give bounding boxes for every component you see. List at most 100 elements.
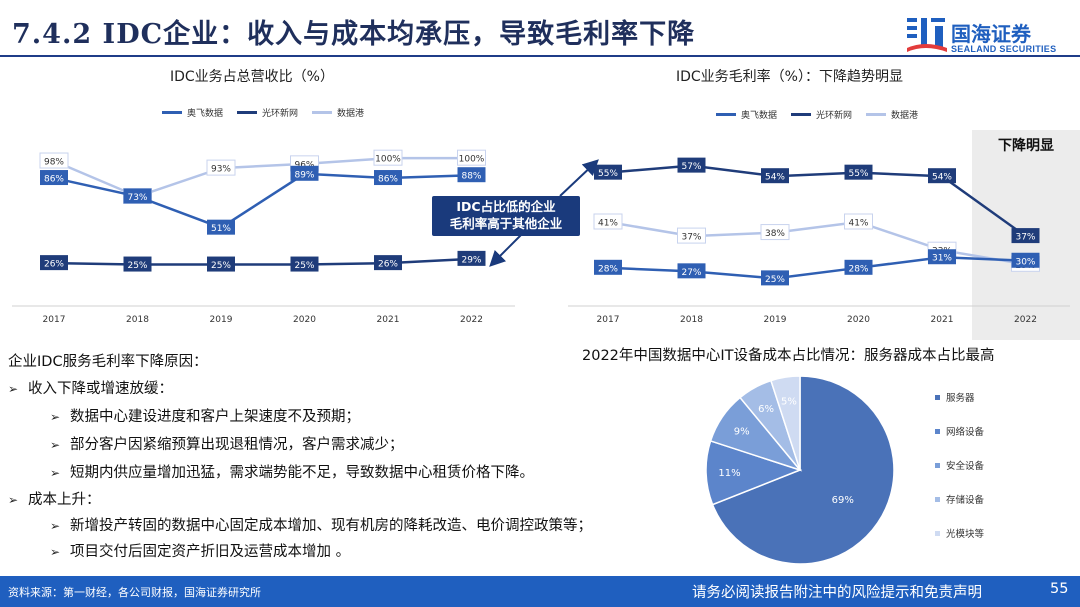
data-label: 37% (681, 233, 701, 243)
x-tick-label: 2019 (764, 315, 787, 325)
reason-item: ➢ 数据中心建设进度和客户上架速度不及预期； (50, 405, 360, 426)
pie-slice (770, 375, 801, 471)
data-label-box (39, 152, 69, 169)
reason-text: 收入下降或增速放缓： (28, 381, 173, 397)
arrow-bullet-icon: ➢ (50, 466, 61, 480)
pie-legend-label: 安全设备 (946, 461, 985, 472)
data-label-box (677, 157, 706, 173)
callout-line2: 毛利率高于其他企业 (449, 216, 563, 231)
pie-legend-item: 存储设备 (935, 492, 984, 506)
chart1-legend-item: 数据港 (312, 106, 364, 119)
pie-legend-item: 光模块等 (935, 526, 984, 540)
arrow-bullet-icon: ➢ (50, 545, 61, 559)
data-label: 73% (127, 193, 147, 203)
data-label-box (928, 168, 956, 184)
data-label-box (207, 256, 235, 272)
data-label: 100% (375, 155, 401, 165)
data-label: 54% (765, 173, 785, 183)
pie-legend-item: 安全设备 (935, 458, 984, 472)
page-number: 55 (1050, 581, 1069, 597)
company-logo: 国海证券 SEALAND SECURITIES (905, 14, 1075, 56)
data-label-box (290, 256, 319, 272)
data-label-box (593, 213, 623, 230)
x-tick-label: 2018 (680, 315, 703, 325)
data-label: 25% (294, 261, 314, 271)
data-label: 26% (44, 260, 64, 270)
pie-legend-label: 网络设备 (946, 427, 985, 438)
reason-item: ➢ 收入下降或增速放缓： (8, 377, 173, 398)
data-label: 26% (378, 260, 398, 270)
data-label: 27% (681, 268, 701, 278)
data-label-box (373, 149, 403, 166)
data-label-box (207, 219, 235, 235)
chart2-legend-item: 光环新网 (791, 108, 852, 121)
arrow-bullet-icon: ➢ (50, 519, 61, 533)
callout-arrow-left (489, 233, 523, 267)
data-label: 88% (461, 172, 481, 182)
x-tick-label: 2020 (293, 315, 316, 325)
chart1-legend-item: 光环新网 (237, 106, 298, 119)
footer-source: 资料来源：第一财经，各公司财报，国海证券研究所 (8, 586, 261, 599)
data-label-box (594, 259, 622, 275)
reason-text: 短期内供应量增加迅猛，需求端势能不足，导致数据中心租赁价格下降。 (70, 465, 534, 481)
chart1-legend-label: 光环新网 (262, 109, 299, 119)
pie-legend-item: 服务器 (935, 390, 975, 404)
data-label: 25% (127, 261, 147, 271)
title-divider (0, 55, 1080, 57)
pie-title: 2022年中国数据中心IT设备成本占比情况：服务器成本占比最高 (582, 348, 995, 364)
reasons-heading: 企业IDC服务毛利率下降原因： (8, 354, 208, 370)
chart1-title: IDC业务占总营收比（%） (170, 69, 334, 85)
pie-legend-label: 存储设备 (946, 495, 985, 506)
reason-item: ➢ 项目交付后固定资产折旧及运营成本增加 。 (50, 540, 350, 561)
pie-slice-label: 69% (832, 495, 854, 506)
sealand-logo-icon (907, 18, 947, 52)
data-label: 41% (848, 219, 868, 229)
chart1-plot: 2017 2018 2019 2020 2021 2022 98% 73% 93% 96% 100%… (12, 149, 515, 325)
pie-legend-item: 网络设备 (935, 424, 984, 438)
chart2-plot: 下降明显 2017 2018 2019 2020 2021 2022 41% 37% 38% 41%… (568, 130, 1080, 340)
data-label: 28% (848, 264, 868, 274)
data-label: 86% (44, 175, 64, 185)
data-label: 89% (294, 170, 314, 180)
pie-slice-label: 5% (781, 396, 797, 407)
chart1-legend: 奥飞数据 光环新网 数据港 (162, 106, 364, 119)
callout-box: IDC占比低的企业 毛利率高于其他企业 (432, 196, 580, 236)
arrow-bullet-icon: ➢ (50, 410, 61, 424)
reason-item: ➢ 成本上升： (8, 488, 101, 509)
data-label: 29% (461, 255, 481, 265)
reason-text: 新增投产转固的数据中心固定成本增加、现有机房的降耗改造、电价调控政策等； (70, 518, 592, 534)
data-label: 31% (932, 254, 952, 264)
data-label-box (844, 213, 873, 230)
chart2-legend: 奥飞数据 光环新网 数据港 (716, 108, 918, 121)
reason-text: 成本上升： (28, 492, 101, 508)
data-label-box (844, 164, 873, 180)
data-label: 96% (294, 160, 314, 170)
footer-disclaimer: 请务必阅读报告附注中的风险提示和免责声明 (692, 585, 982, 601)
data-label-box (761, 270, 789, 286)
reason-text: 部分客户因紧缩预算出现退租情况，客户需求减少； (70, 437, 404, 453)
data-label-box (40, 170, 68, 186)
x-tick-label: 2018 (126, 315, 149, 325)
pie-slice-label: 9% (734, 426, 750, 437)
logo-text-en: SEALAND SECURITIES (951, 44, 1057, 54)
data-label: 51% (211, 224, 231, 234)
x-tick-label: 2021 (377, 315, 400, 325)
pie-slice (705, 440, 803, 506)
chart1-legend-label: 奥飞数据 (187, 109, 224, 119)
data-label: 57% (681, 162, 701, 172)
data-label-box (594, 164, 622, 180)
callout-line1: IDC占比低的企业 (456, 199, 556, 214)
chart2-legend-item: 数据港 (866, 108, 918, 121)
data-label: 93% (211, 165, 231, 175)
data-label: 55% (598, 169, 618, 179)
data-label-box (457, 250, 486, 266)
data-label: 37% (1015, 233, 1035, 243)
data-label-box (40, 255, 68, 271)
chart1-legend-item: 奥飞数据 (162, 106, 223, 119)
data-label-box (123, 256, 152, 272)
footer-bar: 资料来源：第一财经，各公司财报，国海证券研究所 请务必阅读报告附注中的风险提示和… (0, 576, 1080, 607)
pie-slice (711, 375, 895, 565)
data-label: 100% (459, 155, 485, 165)
data-label-box (1011, 228, 1040, 244)
chart2-legend-label: 光环新网 (816, 111, 853, 121)
